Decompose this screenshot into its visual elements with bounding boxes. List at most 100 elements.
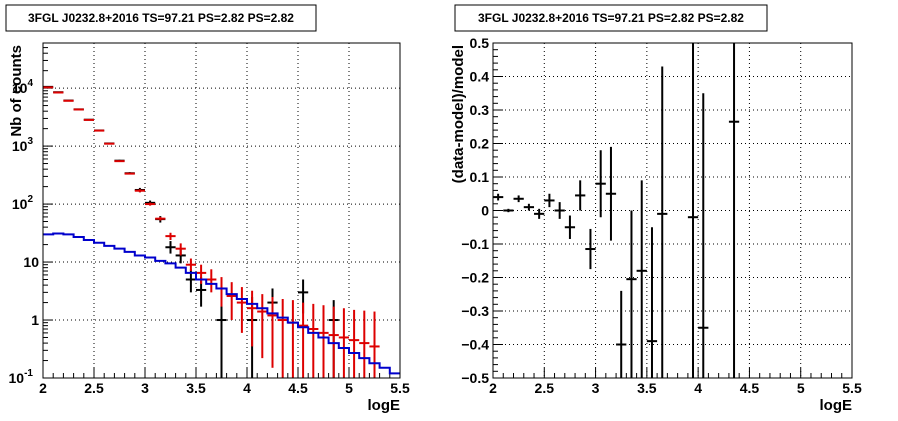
data-point <box>267 296 278 368</box>
chart-panel-1: 3FGL J0232.8+2016 TS=97.21 PS=2.82 PS=2.… <box>5 4 410 414</box>
data-point <box>595 150 606 218</box>
data-point <box>175 243 186 256</box>
data-point <box>185 258 196 272</box>
plot-frame <box>492 42 853 379</box>
data-point <box>257 294 268 359</box>
data-point <box>605 146 617 241</box>
data-point <box>544 193 555 208</box>
data-point <box>493 193 504 201</box>
data-point <box>564 215 576 239</box>
x-tick-label: 5.5 <box>842 380 862 396</box>
x-tick-label: 4.5 <box>740 380 760 396</box>
x-axis-label: logE <box>368 397 401 414</box>
data-point <box>575 180 586 211</box>
data-point <box>83 118 94 121</box>
data-point <box>646 227 658 378</box>
chart-title: 3FGL J0232.8+2016 TS=97.21 PS=2.82 PS=2.… <box>478 11 744 25</box>
data-point <box>287 300 298 378</box>
y-tick-label: 0.3 <box>470 102 490 118</box>
data-point <box>359 310 370 378</box>
data-point <box>165 232 176 241</box>
data-point <box>145 202 156 206</box>
chart-panel-2: 3FGL J0232.8+2016 TS=97.21 PS=2.82 PS=2.… <box>450 4 862 414</box>
x-tick-label: 5.5 <box>390 380 410 396</box>
chart-title: 3FGL J0232.8+2016 TS=97.21 PS=2.82 PS=2.… <box>28 11 294 25</box>
series-2 <box>43 86 380 378</box>
data-point <box>687 43 699 378</box>
y-tick-label: 0 <box>481 203 489 219</box>
data-point <box>236 287 247 333</box>
x-tick-label: 3 <box>141 380 149 396</box>
y-tick-label: 104 <box>12 78 34 96</box>
data-point <box>226 282 237 321</box>
data-point <box>206 269 217 293</box>
x-tick-label: 2.5 <box>84 380 104 396</box>
data-point <box>298 302 309 378</box>
data-point <box>503 208 514 213</box>
data-point <box>657 66 668 378</box>
data-point <box>338 308 349 378</box>
data-point <box>728 43 740 378</box>
x-axis-label: logE <box>820 397 853 414</box>
data-point <box>94 129 105 132</box>
series-1 <box>493 43 740 378</box>
data-point <box>626 210 637 378</box>
data-point <box>165 241 176 254</box>
data-point <box>513 195 524 203</box>
chart-title-box <box>5 4 317 32</box>
x-tick-label: 5 <box>797 380 805 396</box>
x-tick-label: 2 <box>39 380 47 396</box>
x-tick-label: 3.5 <box>637 380 657 396</box>
y-tick-label: −0.4 <box>461 337 489 353</box>
data-point <box>196 264 207 284</box>
data-point <box>216 296 227 378</box>
y-tick-label: 0.5 <box>470 35 490 51</box>
data-point <box>124 172 135 175</box>
data-point <box>134 189 145 193</box>
y-tick-label: 10-1 <box>9 368 34 386</box>
data-point <box>104 142 115 145</box>
y-axis-label: (data-model)/model <box>450 45 467 183</box>
x-tick-label: 2.5 <box>535 380 555 396</box>
data-point <box>369 311 380 378</box>
data-point <box>247 290 258 347</box>
data-point <box>616 290 627 378</box>
data-point <box>114 160 125 163</box>
y-axis-label: Nb of counts <box>8 45 25 137</box>
model-step-line <box>43 232 400 375</box>
data-point <box>216 277 227 307</box>
x-tick-label: 5 <box>345 380 353 396</box>
x-tick-label: 3 <box>592 380 600 396</box>
series-1 <box>43 85 339 378</box>
y-tick-label: −0.2 <box>461 270 489 286</box>
chart-title-box <box>454 4 768 32</box>
data-point <box>318 305 329 378</box>
data-point <box>534 208 545 219</box>
x-tick-label: 4 <box>243 380 251 396</box>
y-tick-label: −0.3 <box>461 303 489 319</box>
data-point <box>349 309 360 378</box>
data-point <box>155 216 166 221</box>
data-point <box>308 303 319 378</box>
x-tick-label: 4.5 <box>288 380 308 396</box>
x-tick-label: 2 <box>489 380 497 396</box>
data-point <box>523 203 535 211</box>
data-point <box>636 180 647 378</box>
y-tick-label: 103 <box>12 136 34 154</box>
x-tick-label: 4 <box>694 380 702 396</box>
data-point <box>554 202 565 219</box>
data-point <box>698 93 709 378</box>
y-tick-label: 0.2 <box>470 136 490 152</box>
series-3 <box>43 232 400 375</box>
y-tick-label: 0.4 <box>470 69 490 85</box>
data-point <box>277 299 288 378</box>
y-tick-label: 102 <box>12 194 34 212</box>
data-point <box>585 228 596 270</box>
y-tick-label: 0.1 <box>470 169 490 185</box>
y-tick-label: −0.1 <box>461 236 489 252</box>
plot-frame <box>42 42 401 379</box>
x-tick-label: 3.5 <box>186 380 206 396</box>
y-tick-label: 10 <box>23 254 39 270</box>
y-tick-label: 1 <box>31 312 39 328</box>
